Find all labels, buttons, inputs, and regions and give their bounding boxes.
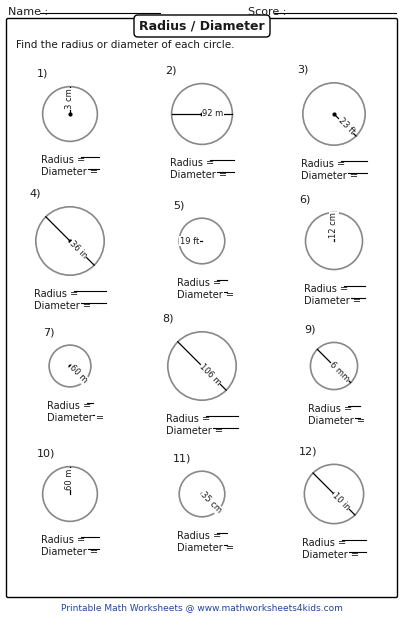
Text: 23 ft: 23 ft [336, 116, 356, 136]
Text: Score :: Score : [248, 7, 286, 17]
Text: Radius =: Radius = [303, 283, 351, 293]
Text: 12): 12) [299, 446, 317, 456]
Text: Radius =: Radius = [41, 535, 88, 545]
Text: Radius =: Radius = [47, 401, 95, 411]
FancyBboxPatch shape [134, 15, 270, 37]
Text: Diameter =: Diameter = [47, 413, 107, 423]
Text: 12 cm: 12 cm [330, 212, 339, 238]
Text: 106 m: 106 m [198, 362, 223, 387]
Text: 3 cm: 3 cm [65, 89, 74, 109]
Text: 9): 9) [305, 324, 316, 334]
Text: Diameter =: Diameter = [177, 543, 237, 553]
Text: Radius =: Radius = [308, 404, 356, 414]
Text: Diameter =: Diameter = [41, 167, 101, 177]
Text: 1): 1) [37, 69, 48, 79]
FancyBboxPatch shape [6, 19, 398, 598]
Text: Diameter =: Diameter = [34, 301, 94, 311]
Text: Radius =: Radius = [41, 155, 88, 165]
Text: Diameter =: Diameter = [302, 550, 362, 560]
Text: 2): 2) [166, 66, 177, 76]
Text: Diameter =: Diameter = [41, 547, 101, 557]
Text: 10 in: 10 in [331, 490, 352, 512]
Text: 3): 3) [297, 65, 308, 75]
Text: 6 mm: 6 mm [328, 360, 351, 384]
Text: Radius =: Radius = [301, 159, 348, 169]
Text: Diameter =: Diameter = [177, 290, 237, 300]
Text: Radius =: Radius = [302, 538, 349, 548]
Text: 4): 4) [30, 189, 41, 199]
Text: 60 m: 60 m [67, 363, 89, 385]
Text: 5): 5) [173, 200, 185, 210]
Text: Radius =: Radius = [166, 414, 213, 424]
Text: 35 cm: 35 cm [198, 490, 223, 515]
Text: Diameter =: Diameter = [308, 416, 368, 426]
Text: 60 m: 60 m [65, 468, 74, 490]
Text: 19 ft: 19 ft [180, 236, 199, 245]
Text: Radius =: Radius = [177, 531, 225, 541]
Text: Name :: Name : [8, 7, 48, 17]
Text: 92 m: 92 m [202, 109, 223, 119]
Text: Radius =: Radius = [177, 278, 225, 288]
Text: Find the radius or diameter of each circle.: Find the radius or diameter of each circ… [16, 40, 234, 50]
Text: Printable Math Worksheets @ www.mathworksheets4kids.com: Printable Math Worksheets @ www.mathwork… [61, 603, 343, 613]
Text: 7): 7) [43, 327, 55, 337]
Text: Radius =: Radius = [170, 158, 217, 168]
Text: Diameter =: Diameter = [166, 426, 226, 436]
Text: Diameter =: Diameter = [303, 296, 364, 306]
Text: 11): 11) [173, 453, 191, 463]
Text: 8): 8) [162, 314, 173, 324]
Text: Radius =: Radius = [34, 289, 81, 299]
Text: Diameter =: Diameter = [170, 170, 230, 180]
Text: Radius / Diameter: Radius / Diameter [139, 19, 265, 32]
Text: 36 in: 36 in [68, 239, 89, 260]
Text: 10): 10) [37, 449, 55, 459]
Text: Diameter =: Diameter = [301, 171, 361, 181]
Text: 6): 6) [299, 195, 311, 205]
